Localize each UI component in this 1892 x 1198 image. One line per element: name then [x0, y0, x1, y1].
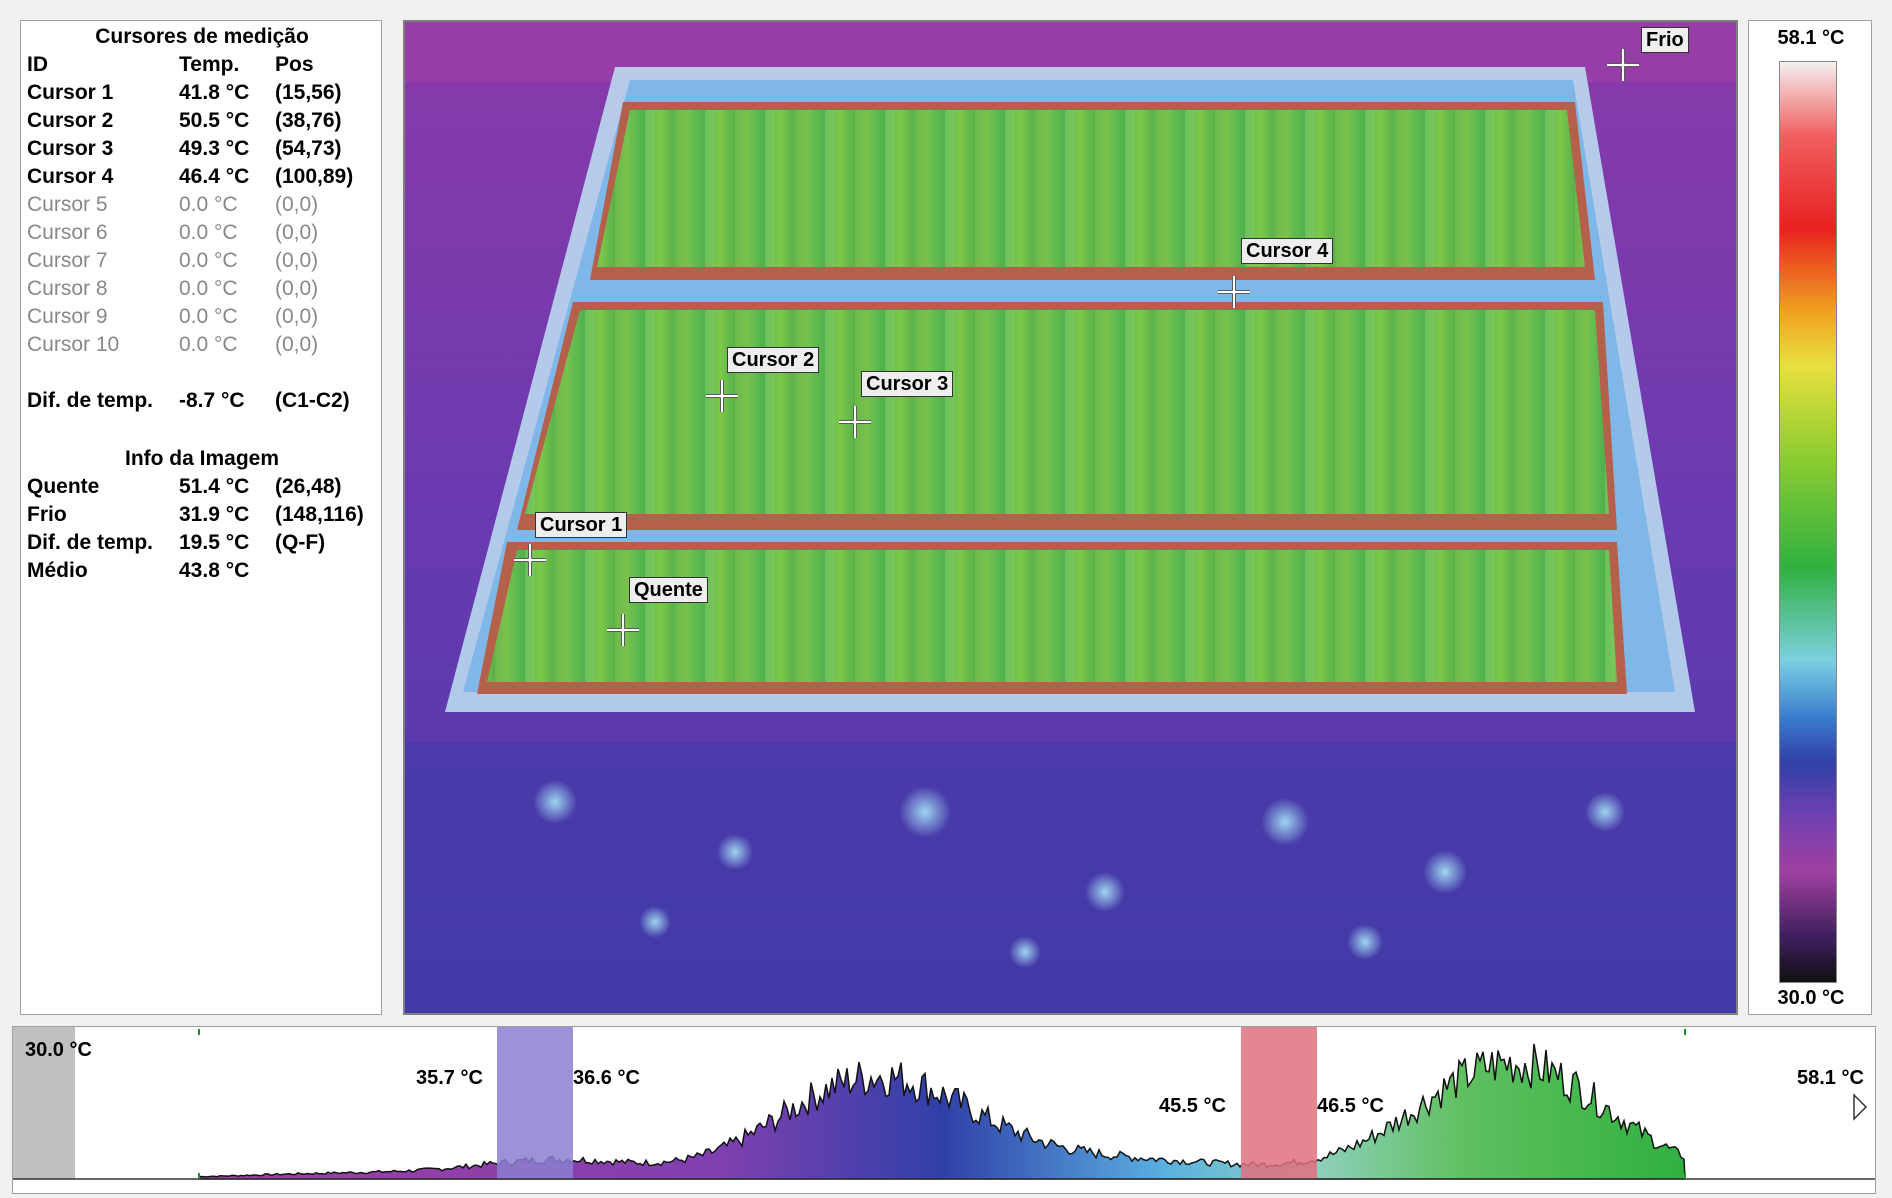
cursor-temp: 0.0 °C [179, 277, 238, 300]
cursors-title: Cursores de medição [95, 25, 309, 48]
cursor-crosshairs [514, 49, 1639, 646]
marker-frio-label[interactable]: Frio [1641, 27, 1689, 53]
cursor-temp: 0.0 °C [179, 249, 238, 272]
diff-pair: (C1-C2) [275, 389, 350, 412]
cursor-temp: 49.3 °C [179, 137, 250, 160]
cursor-pos: (15,56) [275, 81, 342, 104]
color-scale-bar [1779, 61, 1837, 983]
marker-cursor3-label[interactable]: Cursor 3 [861, 371, 954, 397]
info-extra: (148,116) [275, 503, 364, 526]
cursor-pos: (0,0) [275, 193, 319, 216]
ground-area [405, 742, 1736, 1013]
info-extra: (Q-F) [275, 531, 326, 554]
cursor-pos: (0,0) [275, 277, 319, 300]
cursor-pos: (0,0) [275, 333, 319, 356]
panel-row-3 [487, 550, 1617, 682]
cursor-temp: 46.4 °C [179, 165, 250, 188]
info-label: Quente [27, 475, 100, 498]
scale-max-label: 58.1 °C [1777, 27, 1845, 49]
cursor-temp: 0.0 °C [179, 305, 238, 328]
ground-speck [1347, 924, 1383, 960]
ground-speck [1085, 872, 1125, 912]
cursor-pos: (0,0) [275, 249, 319, 272]
iso1-low-label: 35.7 °C [416, 1067, 483, 1089]
cursor-id: Cursor 5 [27, 193, 108, 216]
panel-row-1 [597, 110, 1585, 267]
ground-speck [533, 780, 577, 824]
info-label: Frio [27, 503, 67, 526]
info-extra: (26,48) [275, 475, 342, 498]
iso2-high-label: 46.5 °C [1317, 1095, 1384, 1117]
ground-speck [1009, 936, 1041, 968]
ground-speck [1261, 798, 1309, 846]
histogram-area [198, 1043, 1686, 1180]
cursor-id: Cursor 9 [27, 305, 108, 328]
cursor-id: Cursor 4 [27, 165, 114, 188]
scale-min-label: 30.0 °C [1777, 987, 1845, 1009]
cursor-pos: (100,89) [275, 165, 354, 188]
ground-speck [1423, 850, 1467, 894]
histogram-chart[interactable] [13, 1027, 1875, 1193]
marker-cursor2-label[interactable]: Cursor 2 [727, 347, 820, 373]
marker-quente-label[interactable]: Quente [629, 577, 708, 603]
measurement-panel: Cursores de medição ID Temp. Pos Cursor … [20, 20, 382, 1015]
cursor-id: Cursor 6 [27, 221, 108, 244]
ground-speck [1585, 792, 1625, 832]
info-label: Dif. de temp. [27, 531, 154, 554]
thermal-image-panel[interactable]: Frio Cursor 4 Cursor 2 Cursor 3 Cursor 1… [403, 20, 1738, 1015]
min-range-band [13, 1027, 75, 1179]
cursor-temp: 0.0 °C [179, 221, 238, 244]
cursor-id: Cursor 1 [27, 81, 114, 104]
marker-cursor1-label[interactable]: Cursor 1 [535, 512, 628, 538]
panel-row-2 [525, 310, 1609, 514]
info-value: 51.4 °C [179, 475, 250, 498]
isotherm-band-1[interactable] [497, 1027, 573, 1179]
cursor-id: Cursor 8 [27, 277, 108, 300]
diff-label: Dif. de temp. [27, 389, 154, 412]
ground-speck [899, 786, 951, 838]
info-value: 43.8 °C [179, 559, 250, 582]
cursor-pos: (38,76) [275, 109, 342, 132]
cursor-pos: (0,0) [275, 221, 319, 244]
hist-min-label: 30.0 °C [25, 1039, 92, 1061]
color-scale-panel: 58.1 °C 30.0 °C [1748, 20, 1872, 1015]
hist-max-label: 58.1 °C [1797, 1067, 1864, 1089]
cursor-temp: 41.8 °C [179, 81, 250, 104]
image-info-title: Info da Imagem [124, 447, 280, 470]
histogram-panel[interactable]: 30.0 °C 35.7 °C 36.6 °C 45.5 °C 46.5 °C … [12, 1026, 1876, 1194]
header-pos: Pos [275, 53, 314, 76]
isotherm-band-2[interactable] [1241, 1027, 1317, 1179]
header-temp: Temp. [179, 53, 240, 76]
cursor-id: Cursor 3 [27, 137, 114, 160]
info-label: Médio [27, 559, 88, 582]
iso2-low-label: 45.5 °C [1159, 1095, 1226, 1117]
header-id: ID [27, 53, 48, 76]
cursor-pos: (54,73) [275, 137, 342, 160]
cursor-temp: 50.5 °C [179, 109, 250, 132]
thermal-image[interactable] [405, 22, 1736, 1013]
cursor-pos: (0,0) [275, 305, 319, 328]
expand-arrow-icon[interactable] [1853, 1093, 1868, 1121]
cursor-id: Cursor 10 [27, 333, 120, 356]
ground-speck [717, 834, 753, 870]
cursor-temp: 0.0 °C [179, 333, 238, 356]
ground-speck [639, 906, 671, 938]
diff-value: -8.7 °C [179, 389, 245, 412]
cursor-id: Cursor 2 [27, 109, 114, 132]
info-value: 19.5 °C [179, 531, 250, 554]
marker-cursor4-label[interactable]: Cursor 4 [1241, 238, 1334, 264]
cursor-id: Cursor 7 [27, 249, 108, 272]
iso1-high-label: 36.6 °C [573, 1067, 640, 1089]
cursor-temp: 0.0 °C [179, 193, 238, 216]
info-value: 31.9 °C [179, 503, 250, 526]
